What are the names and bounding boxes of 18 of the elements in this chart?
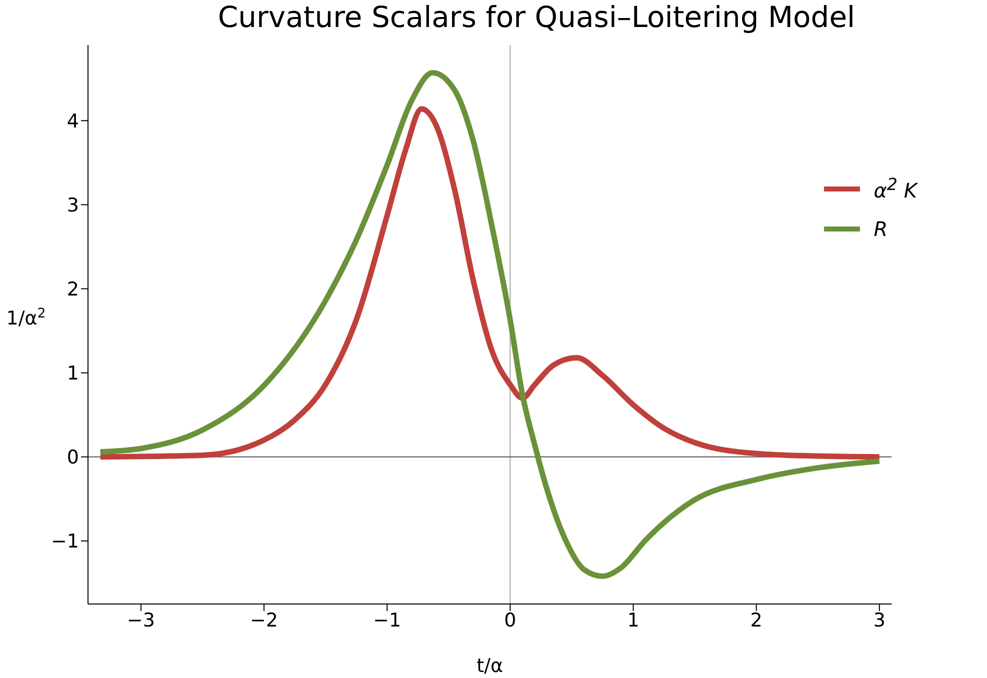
y-tick-label: 3 — [66, 194, 79, 216]
y-tick-label: 1 — [66, 362, 79, 385]
x-tick-label: 0 — [504, 609, 516, 632]
x-tick-label: 1 — [627, 609, 640, 632]
chart-title: Curvature Scalars for Quasi–Loitering Model — [216, 0, 856, 34]
x-tick-label: 3 — [873, 609, 886, 632]
x-tick-label: −3 — [126, 609, 155, 632]
x-tick-label: 2 — [750, 609, 762, 632]
y-axis-title: 1/α$^{2}$ — [6, 306, 46, 330]
y-tick-label: 4 — [66, 110, 79, 132]
x-tick-label: −1 — [373, 609, 402, 632]
legend-label: R — [874, 216, 888, 241]
legend-label: α$^{2}$ K — [874, 175, 917, 203]
x-tick-label: −2 — [250, 609, 278, 632]
y-tick-label: −1 — [50, 530, 79, 553]
y-tick-label: 2 — [66, 278, 79, 301]
x-axis-title: t/α — [476, 655, 504, 677]
y-tick-label: 0 — [66, 446, 79, 469]
